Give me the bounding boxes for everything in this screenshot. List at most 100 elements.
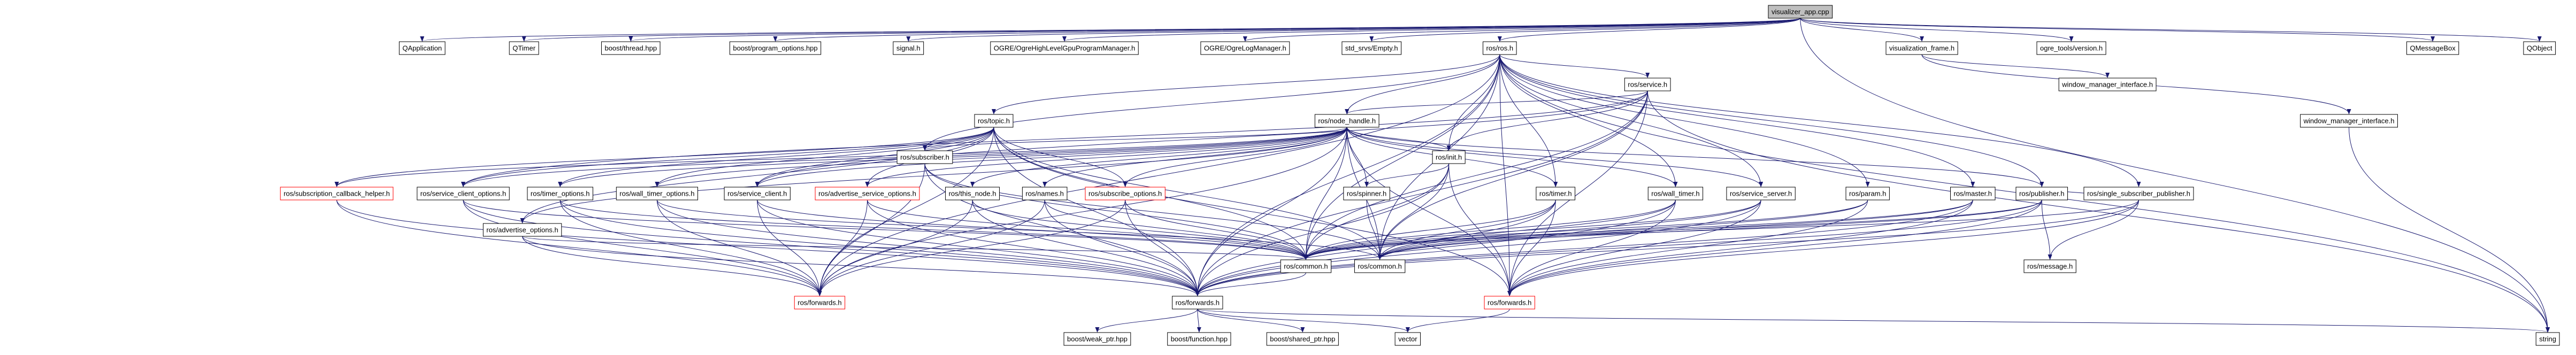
include-edge [817,199,1045,296]
node-label: ros/advertise_options.h [486,226,558,234]
node-label: ros/init.h [1436,153,1462,161]
include-edge [334,127,1347,187]
node-label: ros/ros.h [1486,44,1514,52]
include-edge [1647,90,2550,333]
node-label: QTimer [512,44,536,52]
node-label: std_srvs/Empty.h [1345,44,1398,52]
node-box [1172,296,1223,310]
include-edge [1499,54,1678,187]
include-edge [1346,127,2044,187]
include-edge [1499,54,1870,187]
node: boost/shared_ptr.hpp [1266,332,1339,346]
include-edge [1195,272,1306,296]
node-label: ogre_tools/version.h [2040,44,2103,52]
node-box [509,41,539,55]
include-edge [924,163,1308,260]
include-edge [1921,54,2110,78]
node: QObject [2523,41,2556,55]
include-edge [522,236,822,296]
node-label: visualizer_app.cpp [1772,7,1829,16]
include-edge [656,199,1382,260]
include-edge [1304,90,1648,260]
node-label: ros/forwards.h [798,298,841,306]
include-edge [1377,90,1648,260]
node-box [794,296,846,310]
node: window_manager_interface.h [2300,114,2398,128]
include-edge [1377,199,2042,260]
node: ros/master.h [1950,187,1996,200]
node-box [601,41,661,55]
node: ros/param.h [1845,187,1890,200]
include-edge [1507,199,1868,296]
node: ros/publisher.h [2015,187,2068,200]
node-label: ros/forwards.h [1176,298,1220,306]
node-box [1726,187,1796,200]
include-edge [463,199,1200,296]
include-edge [970,127,1347,187]
include-edge [1095,308,1198,333]
include-edge [757,199,822,296]
include-edge [1197,308,1305,333]
include-edge [656,199,822,296]
include-edge [1195,199,1761,296]
node-box [729,41,822,55]
include-edge [1446,90,1648,151]
include-edge [1042,127,1347,187]
include-edge [1405,308,1510,333]
include-edge [1243,18,1801,42]
include-edge [461,127,994,187]
include-edge [1304,199,1556,260]
include-edge [817,199,973,296]
node-box [1536,187,1576,200]
include-edge [992,54,1500,114]
include-edge [972,199,1308,260]
node-label: ros/publisher.h [2019,189,2065,197]
node-box [1167,332,1231,346]
include-edge [757,199,1308,260]
node-label: ros/service.h [1628,80,1667,88]
include-edge [461,90,1648,187]
include-edge [655,127,994,187]
node-label: signal.h [896,44,921,52]
node: boost/weak_ptr.hpp [1063,332,1131,346]
node-label: ros/message.h [2027,262,2073,270]
node: ogre_tools/version.h [2036,41,2106,55]
include-edge [1304,127,1347,260]
node-box [616,187,698,200]
include-edge [336,199,822,296]
node-box [724,187,791,200]
include-edge [757,199,1200,296]
include-edge [1125,199,1308,260]
include-edge [773,18,1801,42]
node: ros/spinner.h [1343,187,1390,200]
include-edge [1507,199,2042,296]
include-edge [1499,54,1764,187]
node: vector [1394,332,1421,346]
node-label: ros/advertise_service_options.h [818,189,916,197]
include-edge [1062,18,1801,42]
include-edge [1800,18,2074,42]
node: ros/forwards.h [1484,296,1535,310]
include-edge [629,18,1801,42]
node-label: ros/service_server.h [1730,189,1792,197]
node: ros/node_handle.h [1314,114,1379,128]
node-box [1950,187,1996,200]
include-edge [1366,199,1382,260]
node-label: visualization_frame.h [1889,44,1954,52]
include-edge [1507,199,1676,296]
include-edge [1195,127,1347,296]
node-box [2083,187,2194,200]
include-edge [993,127,1382,260]
node-box [2058,78,2157,91]
include-edge [1377,199,1676,260]
node-box [398,41,446,55]
include-edge [1377,199,1868,260]
node-label: ros/param.h [1849,189,1886,197]
node-label: ros/master.h [1954,189,1992,197]
include-edge [1377,199,1761,260]
include-edge [1346,127,1512,296]
node-label: ros/forwards.h [1488,298,1531,306]
include-edge [755,90,1648,187]
include-edge [1197,308,1201,333]
